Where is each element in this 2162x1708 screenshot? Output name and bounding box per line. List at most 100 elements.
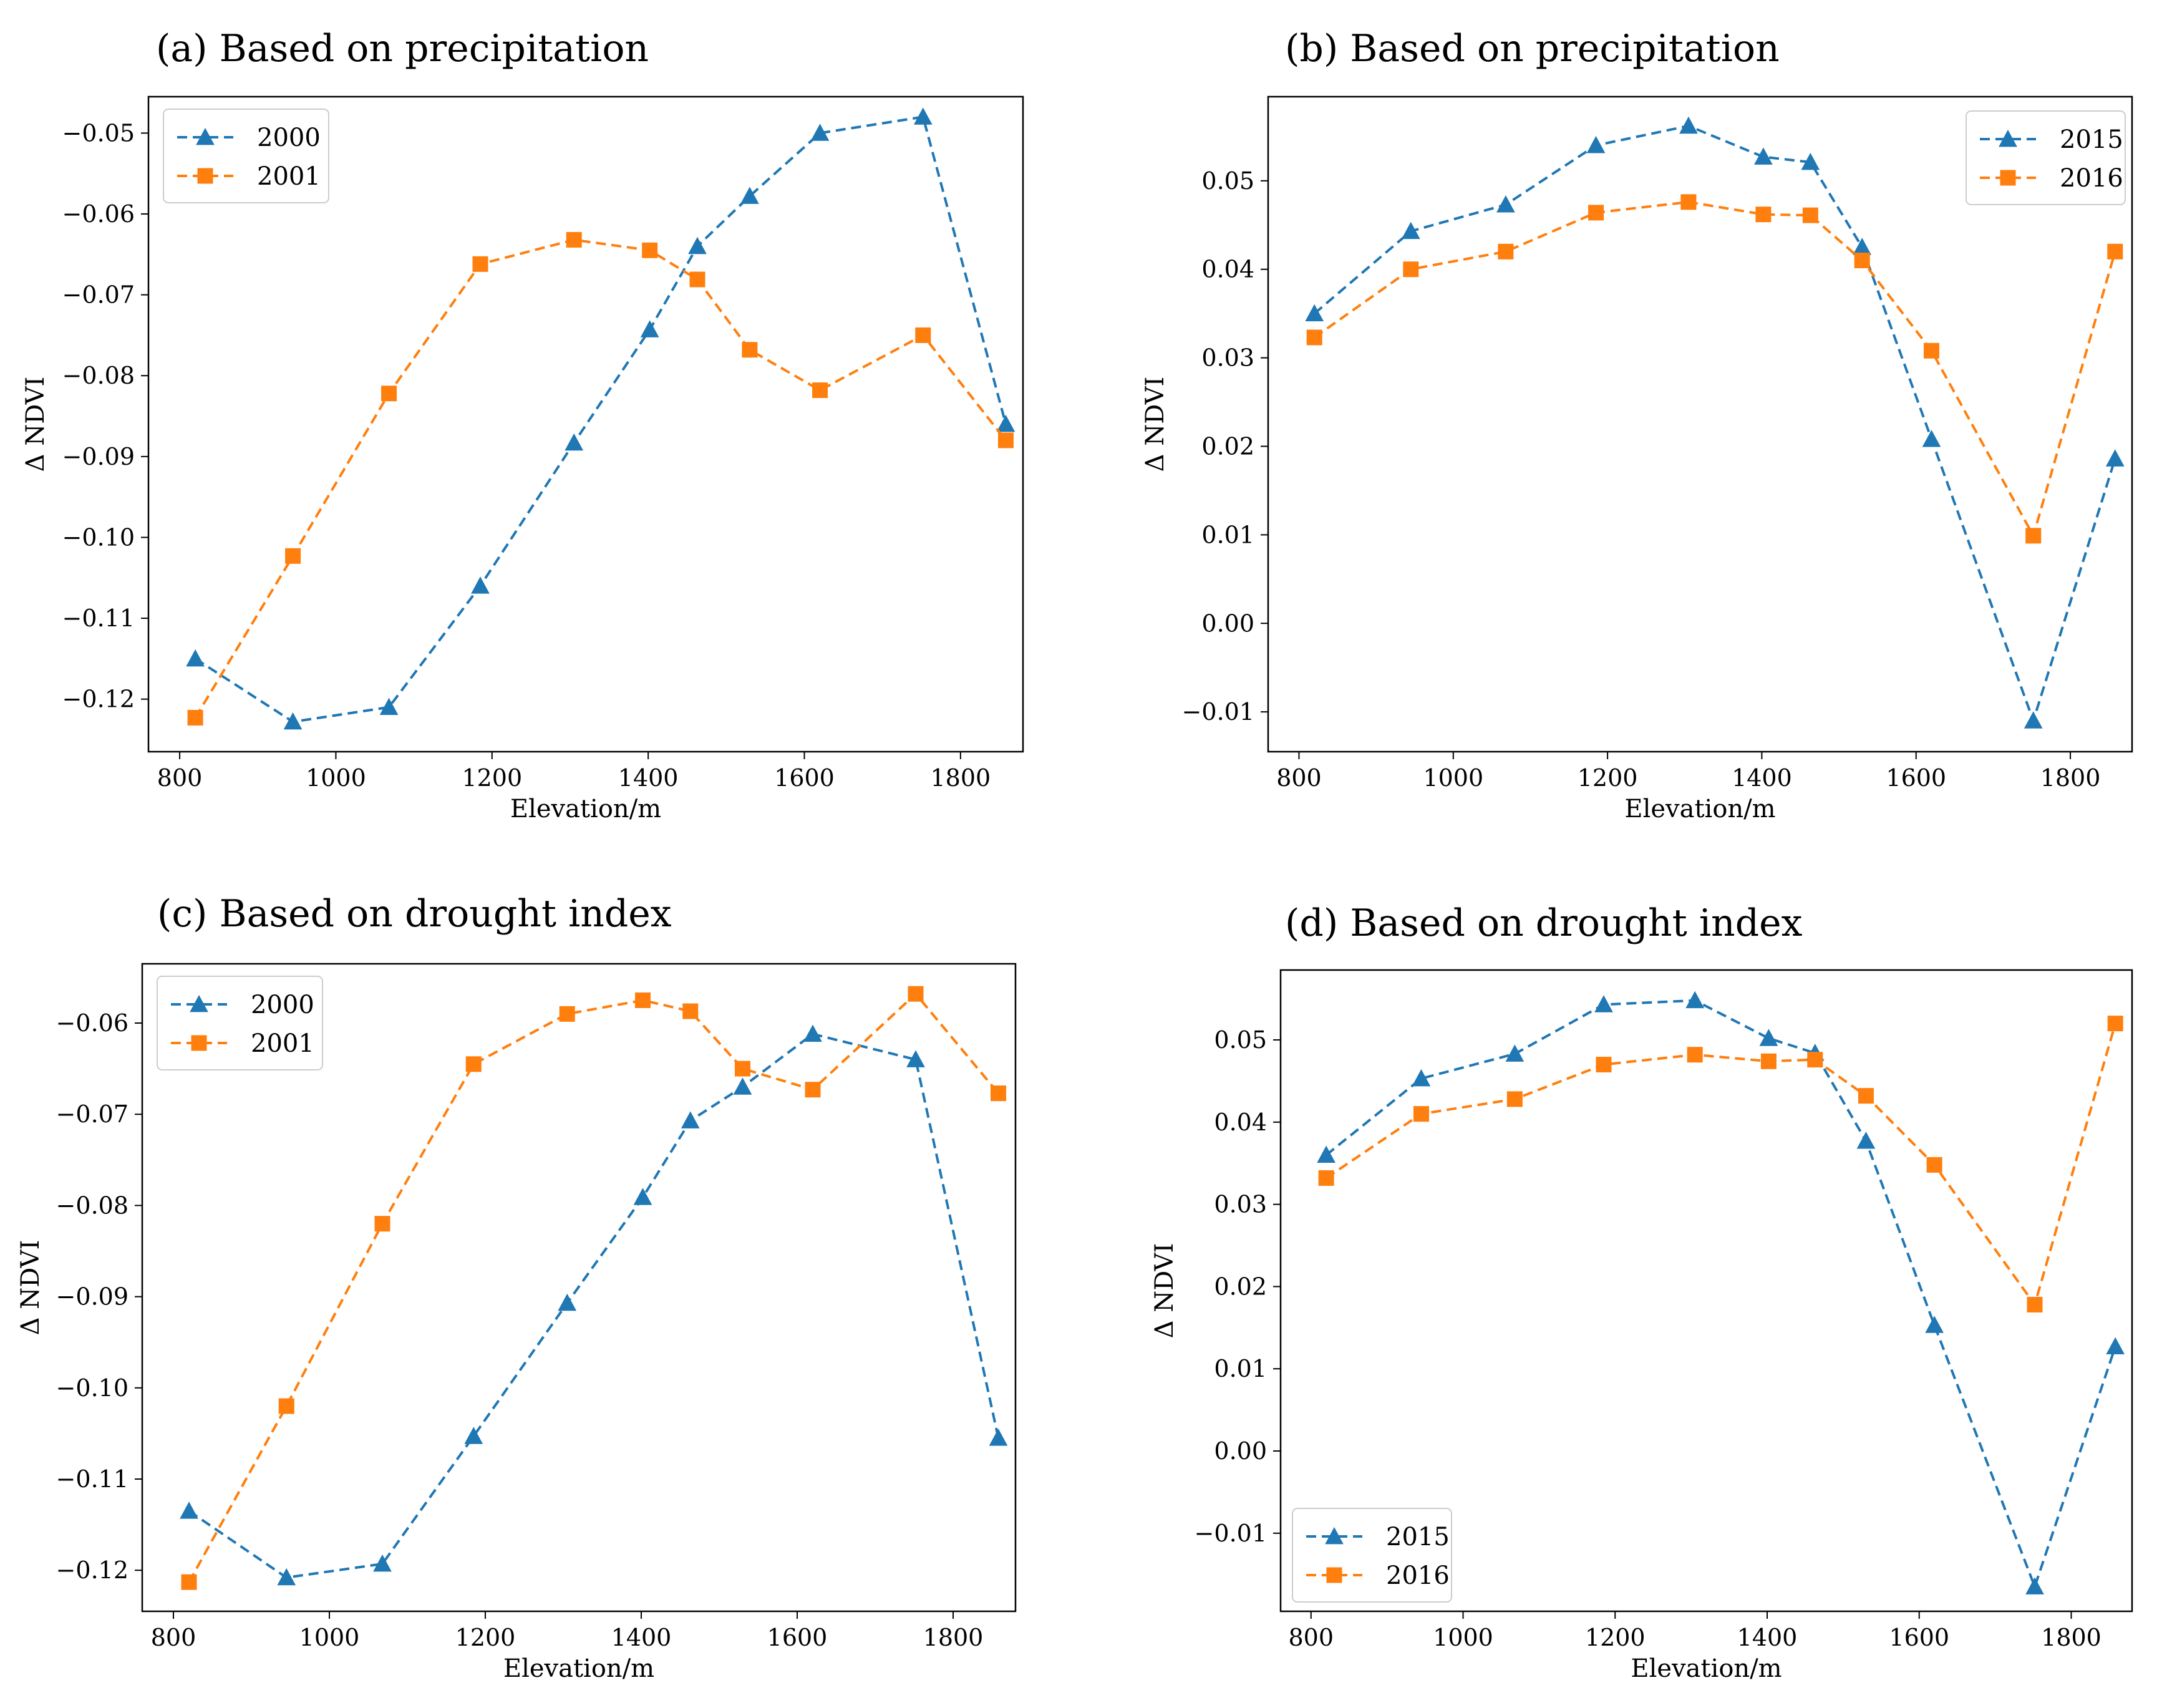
x-tick-label: 1600 [1886,764,1946,792]
data-point-2015 [1685,991,1705,1009]
y-tick-label: 0.05 [1201,167,1254,195]
data-point-2015 [1856,1132,1876,1149]
series-line-2001 [194,238,1007,719]
y-tick-label: −0.07 [62,281,135,309]
subplot-3: (c) Based on drought index 800 1000 1200 140… [16,892,1017,1683]
x-tick-label: 1800 [930,764,991,792]
data-point-2000 [681,1111,700,1128]
data-point-2001 [908,986,924,1002]
legend-marker-2016 [1326,1567,1342,1583]
data-point-2000 [803,1024,822,1042]
data-point-2016 [1498,243,1514,260]
data-point-2001 [642,242,658,258]
x-tick-label: 1800 [2041,1624,2101,1651]
data-point-2015 [1922,430,1941,447]
data-point-2016 [1413,1106,1429,1122]
data-point-2015 [1412,1069,1431,1087]
legend-marker-2000 [196,127,215,145]
legend-marker-2000 [190,994,208,1012]
x-axis-label: Elevation/m [510,795,661,823]
data-point-2016 [1318,1170,1334,1186]
data-point-2016 [1506,1091,1523,1107]
x-tick-label: 800 [151,1624,196,1651]
x-axis-label: Elevation/m [1624,795,1775,823]
data-point-2000 [558,1293,577,1311]
data-point-2016 [1596,1057,1612,1073]
data-point-2001 [566,231,582,248]
x-tick-label: 1400 [1737,1624,1798,1651]
data-point-2015 [1801,152,1820,170]
data-point-2015 [1496,195,1515,213]
x-axis-label: Elevation/m [503,1654,654,1683]
chart-title: (a) Based on precipitation [156,27,649,70]
data-point-2016 [1687,1047,1703,1063]
y-tick-label: −0.01 [1195,1520,1267,1547]
data-point-2001 [285,548,301,564]
data-point-2000 [913,107,933,125]
x-tick-label: 1200 [455,1624,516,1651]
x-tick-label: 1000 [1423,764,1483,792]
data-point-2001 [735,1060,750,1077]
data-point-2015 [2105,449,2125,467]
data-point-2015 [1853,238,1872,255]
y-tick-label: −0.10 [56,1374,128,1402]
y-tick-label: −0.10 [62,523,135,551]
y-tick-label: −0.06 [56,1009,128,1037]
y-tick-label: −0.05 [62,119,135,147]
data-point-2000 [277,1568,296,1586]
data-point-2001 [805,1082,821,1098]
data-point-2001 [381,386,397,402]
series-line-2015 [1325,999,2117,1591]
x-tick-label: 1800 [2040,764,2101,792]
data-point-2000 [471,576,490,594]
data-point-2000 [733,1077,752,1095]
data-point-2000 [180,1502,198,1519]
series-line-2001 [188,992,1000,1583]
x-tick-label: 1400 [618,764,679,792]
data-point-2000 [633,1188,652,1205]
chart-title: (b) Based on precipitation [1285,27,1780,70]
chart-title: (d) Based on drought index [1285,901,1803,945]
data-point-2015 [1759,1029,1778,1046]
y-tick-label: −0.01 [1182,698,1254,725]
data-point-2000 [464,1427,483,1444]
data-point-2016 [2025,528,2042,544]
x-tick-label: 1000 [306,764,366,792]
data-point-2000 [373,1554,392,1572]
series-line-2000 [195,115,1007,724]
plot-frame [141,963,1017,1613]
data-point-2015 [2025,1577,2044,1594]
data-point-2000 [906,1050,925,1067]
data-point-2000 [565,433,584,451]
x-tick-label: 1200 [462,764,522,792]
data-point-2016 [1760,1053,1777,1069]
data-point-2001 [682,1003,699,1019]
data-point-2001 [374,1216,390,1232]
data-point-2016 [2027,1296,2043,1313]
data-point-2001 [465,1056,482,1072]
legend-label-2015: 2015 [2060,125,2123,154]
data-point-2000 [283,712,303,730]
subplot-1: (a) Based on precipitation 800 1000 1200 140… [21,27,1024,823]
y-tick-label: −0.11 [56,1465,128,1493]
y-tick-label: −0.09 [62,443,135,470]
x-tick-label: 1000 [1433,1624,1493,1651]
x-tick-label: 1600 [767,1624,828,1651]
plot-frame [1267,95,2133,753]
y-tick-label: −0.08 [62,362,135,389]
data-point-2000 [740,187,759,204]
y-axis-label: Δ NDVI [1150,1243,1179,1339]
data-point-2001 [997,432,1014,449]
x-tick-label: 800 [157,764,203,792]
data-point-2015 [2106,1337,2125,1355]
data-point-2001 [915,327,931,343]
data-point-2000 [810,124,830,141]
legend-label-2000: 2000 [257,124,321,152]
data-point-2016 [1680,194,1697,210]
x-tick-label: 800 [1288,1624,1334,1651]
data-point-2000 [640,320,659,337]
x-tick-label: 1200 [1585,1624,1646,1651]
y-tick-label: 0.04 [1201,256,1254,283]
data-point-2015 [1679,116,1698,134]
x-tick-label: 1600 [1889,1624,1949,1651]
